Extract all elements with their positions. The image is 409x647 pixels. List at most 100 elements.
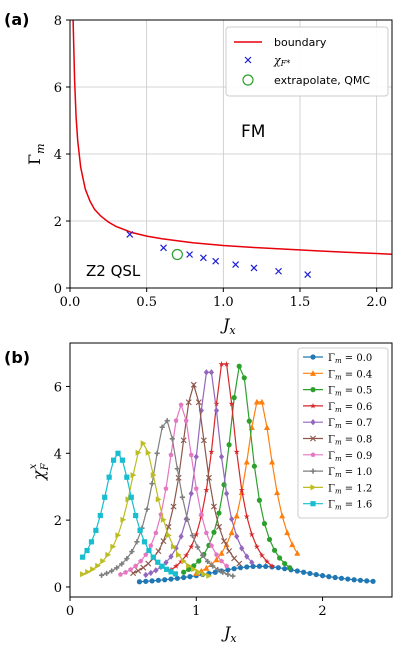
panel-b-data-point	[224, 563, 230, 569]
panel-b-data-point	[186, 562, 192, 569]
panel-b-data-point	[173, 418, 179, 423]
panel-b-data-point	[208, 369, 215, 376]
panel-b-legend: Γm = 0.0 Γm = 0.4 Γm = 0.5 Γm = 0.6 Γm = 0.7…	[297, 347, 389, 519]
panel-b-data-point	[241, 375, 247, 381]
panel-b-legend-entry: Γm = 1.6	[303, 500, 372, 512]
panel-b-data-point	[364, 578, 370, 584]
panel-b-data-point	[80, 554, 86, 560]
panel-b-data-point	[185, 399, 192, 406]
panel-a-x-ticks: 0.0 0.5 1.0 1.5 2.0	[60, 288, 387, 310]
panel-b-y-tick-label: 0	[54, 581, 62, 596]
panel-b-data-point	[194, 544, 201, 550]
panel-b-legend-label: Γm = 0.6	[328, 402, 372, 414]
panel-b-y-tick-label: 6	[54, 380, 62, 395]
panel-b-data-point	[145, 449, 152, 456]
panel-b-data-point	[172, 571, 179, 577]
panel-b-data-point	[164, 418, 170, 424]
panel-b-legend-entry: Γm = 1.0	[303, 467, 372, 479]
panel-b-data-point	[93, 527, 99, 533]
panel-b-data-point	[231, 555, 238, 562]
panel-b-data-point	[233, 512, 240, 519]
panel-b-series-7	[98, 418, 236, 579]
panel-b-data-point	[168, 569, 174, 575]
panel-b-data-point	[221, 538, 228, 545]
panel-b-data-point	[143, 552, 149, 557]
panel-b-data-point	[184, 516, 191, 523]
panel-b-data-point	[141, 539, 148, 545]
panel-b-data-point	[173, 563, 180, 569]
panel-b-data-point	[210, 563, 216, 569]
panel-b-data-point	[120, 516, 127, 523]
panel-b-data-point	[210, 503, 217, 510]
panel-a-legend-label-qmc: extrapolate, QMC	[274, 74, 370, 87]
panel-b-data-point	[253, 543, 260, 550]
panel-b-legend-label: Γm = 1.0	[328, 467, 372, 479]
panel-b-x-tick-label: 2	[318, 604, 326, 619]
panel-b-data-point	[218, 361, 225, 367]
panel-b-data-point	[88, 539, 95, 545]
panel-b-data-point	[223, 541, 230, 548]
panel-b-data-point	[155, 548, 162, 555]
panel-b-data-point	[133, 563, 139, 569]
panel-b-legend-swatch-marker	[310, 501, 316, 507]
panel-b-data-point	[279, 512, 286, 519]
panel-b-data-point	[179, 494, 185, 500]
panel-a-chi-point	[250, 264, 258, 272]
panel-b-data-point	[106, 474, 112, 480]
panel-b-data-point	[228, 529, 235, 536]
panel-b-label: (b)	[4, 348, 30, 367]
panel-b-legend-label: Γm = 1.2	[328, 483, 372, 495]
panel-b-data-point	[301, 569, 307, 575]
panel-b-data-point	[140, 440, 147, 447]
panel-b-x-tick-label: 1	[192, 604, 200, 619]
panel-b-data-point	[294, 550, 301, 556]
panel-b-data-point	[146, 547, 152, 554]
panel-b-data-point	[199, 552, 206, 558]
panel-b-data-point	[229, 515, 235, 523]
panel-b-data-point	[105, 551, 112, 558]
panel-b-data-point	[124, 556, 130, 562]
panel-b-data-point	[326, 574, 332, 580]
panel-a-y-tick-label: 6	[54, 81, 62, 96]
panel-b-data-point	[80, 571, 86, 578]
panel-b-data-point	[109, 568, 115, 574]
panel-b-data-point	[164, 566, 170, 572]
panel-b-data-point	[143, 578, 149, 584]
panel-b-legend-entry: Γm = 0.6	[303, 402, 372, 414]
panel-b-data-point	[271, 547, 278, 553]
panel-b-legend-label: Γm = 1.6	[328, 500, 372, 512]
panel-b-series-1	[193, 398, 301, 576]
panel-b-data-point	[223, 361, 230, 367]
panel-b-data-point	[84, 547, 90, 554]
panel-b-data-point	[319, 573, 326, 579]
panel-b-data-point	[209, 543, 214, 548]
panel-b-data-point	[253, 398, 260, 405]
panel-b-data-point	[173, 545, 179, 552]
panel-b-data-point	[149, 481, 155, 487]
panel-b-data-point	[130, 472, 137, 479]
panel-b-data-point	[97, 512, 103, 519]
panel-b-data-point	[138, 558, 144, 564]
panel-b-data-point	[154, 450, 160, 456]
panel-a-chi-point	[186, 251, 194, 258]
panel-b-data-point	[332, 574, 338, 581]
panel-a-y-tick-label: 4	[54, 148, 62, 163]
panel-b-axes-frame	[69, 342, 393, 598]
panel-b-data-point	[256, 563, 263, 569]
panel-b-data-point	[215, 566, 221, 573]
panel-b-data-point	[98, 572, 105, 578]
panel-b-data-point	[237, 565, 244, 571]
panel-b-data-point	[187, 574, 193, 580]
panel-b-data-point	[190, 381, 197, 388]
panel-b-data-point	[104, 570, 110, 576]
panel-b-data-point	[174, 466, 180, 472]
panel-b-data-point	[159, 563, 165, 569]
panel-b-data-point	[195, 399, 202, 406]
panel-b-data-point	[287, 565, 293, 571]
panel-b-data-point	[118, 571, 123, 577]
panel-a-chi-point	[304, 271, 312, 279]
panel-b-data-point	[213, 407, 220, 414]
panel-b-data-point	[338, 575, 345, 581]
panel-b-data-point	[188, 452, 194, 457]
panel-b-series-2	[181, 363, 293, 575]
